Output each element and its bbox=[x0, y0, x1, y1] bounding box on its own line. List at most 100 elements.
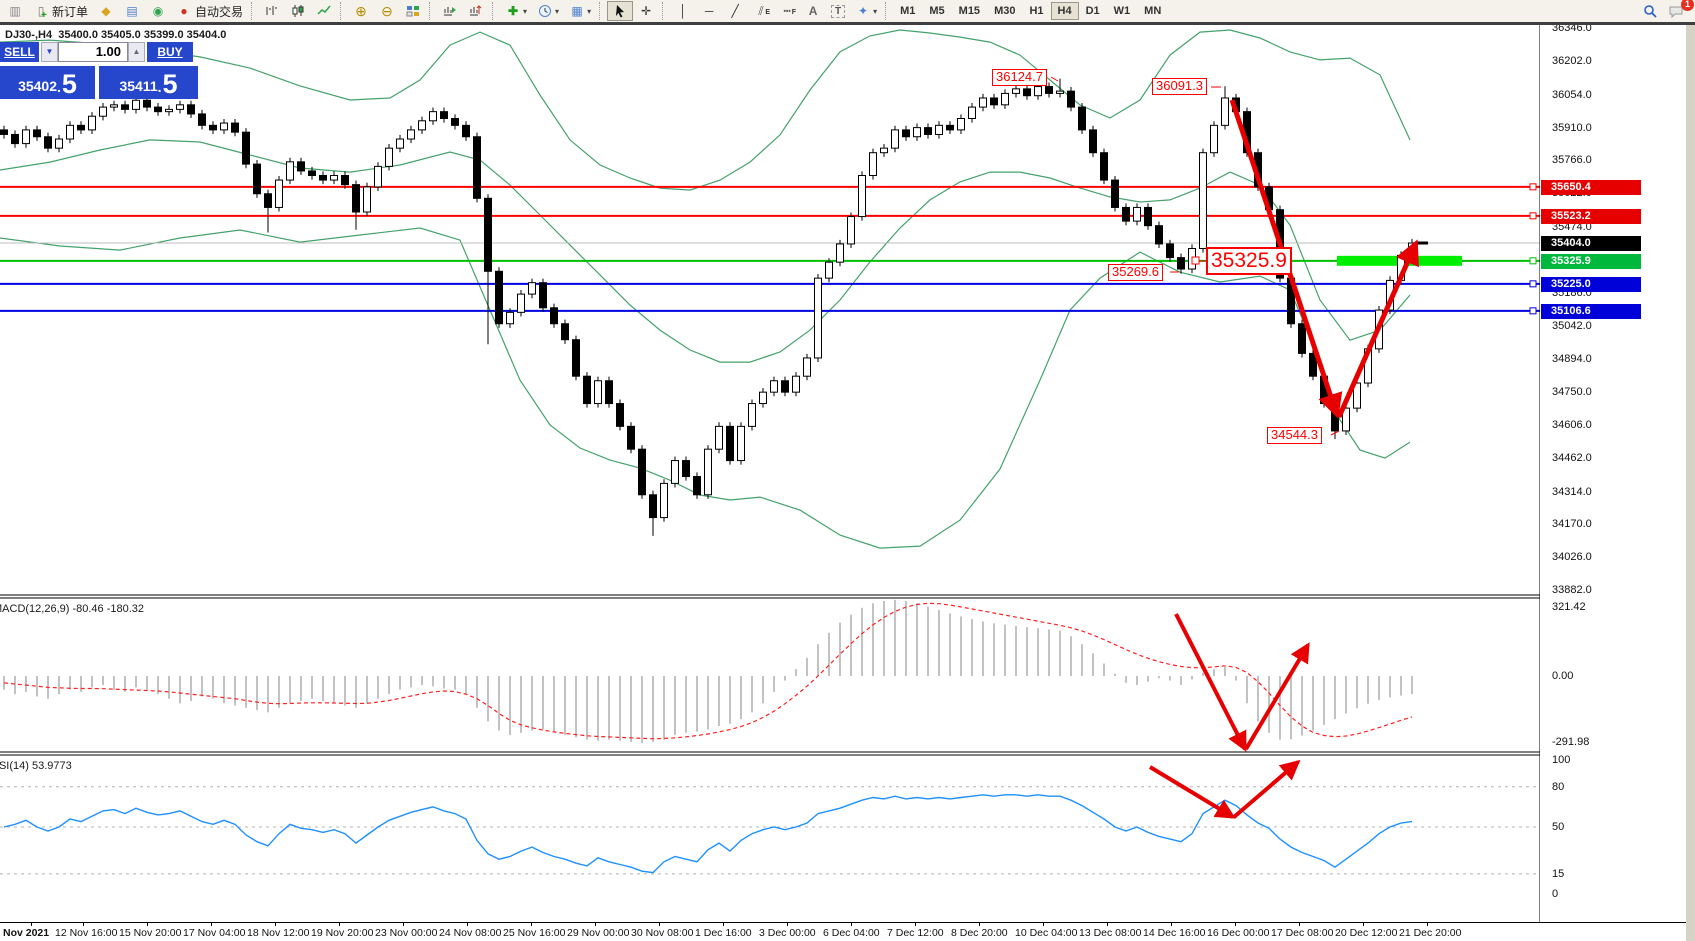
bull-candle[interactable] bbox=[671, 460, 679, 484]
bear-candle[interactable] bbox=[319, 175, 327, 181]
bear-candle[interactable] bbox=[352, 184, 360, 213]
bull-candle[interactable] bbox=[836, 243, 844, 263]
bear-candle[interactable] bbox=[902, 129, 910, 138]
bear-candle[interactable] bbox=[1045, 86, 1053, 94]
sell-price-display[interactable]: 35402. 5 bbox=[0, 66, 95, 99]
trend-arrow[interactable] bbox=[1232, 759, 1301, 819]
bear-candle[interactable] bbox=[308, 170, 316, 177]
chart-area[interactable]: DJ30-,H4 35400.0 35405.0 35399.0 35404.0… bbox=[0, 22, 1695, 941]
bear-candle[interactable] bbox=[11, 133, 19, 145]
bear-candle[interactable] bbox=[198, 113, 206, 126]
bull-candle[interactable] bbox=[88, 115, 96, 131]
periods-button[interactable]: ▾ bbox=[532, 1, 564, 21]
bear-candle[interactable] bbox=[1023, 88, 1031, 97]
bull-candle[interactable] bbox=[979, 97, 987, 108]
bear-candle[interactable] bbox=[440, 111, 448, 120]
bull-candle[interactable] bbox=[748, 403, 756, 427]
price-annotation-34544.3[interactable]: 34544.3 bbox=[1267, 427, 1322, 444]
fibonacci-button[interactable]: ┅ F bbox=[774, 1, 800, 21]
bear-candle[interactable] bbox=[121, 104, 129, 110]
bull-candle[interactable] bbox=[22, 129, 30, 145]
auto-trading-button[interactable]: ● 自动交易 bbox=[171, 1, 248, 21]
bear-candle[interactable] bbox=[462, 124, 470, 138]
bear-candle[interactable] bbox=[924, 127, 932, 135]
channel-button[interactable]: ⫽ E bbox=[748, 1, 774, 21]
trend-arrow[interactable] bbox=[1336, 239, 1419, 419]
bull-candle[interactable] bbox=[165, 108, 173, 113]
new-order-button[interactable]: ▯ + 新订单 bbox=[28, 1, 93, 21]
bull-candle[interactable] bbox=[1210, 124, 1218, 154]
bull-candle[interactable] bbox=[913, 127, 921, 138]
timeframe-button-M15[interactable]: M15 bbox=[958, 5, 981, 17]
bull-candle[interactable] bbox=[770, 380, 778, 393]
timeframe-button-W1[interactable]: W1 bbox=[1113, 5, 1131, 17]
cursor-button[interactable] bbox=[607, 1, 634, 21]
bull-candle[interactable] bbox=[759, 391, 767, 405]
bull-candle[interactable] bbox=[858, 175, 866, 218]
bear-candle[interactable] bbox=[473, 136, 481, 199]
price-annotation-36091.3[interactable]: 36091.3 bbox=[1152, 78, 1207, 95]
notifications-button[interactable]: 1 bbox=[1663, 0, 1694, 21]
bull-candle[interactable] bbox=[517, 293, 525, 313]
volume-input[interactable]: 1.00 bbox=[58, 42, 128, 62]
bull-candle[interactable] bbox=[968, 106, 976, 120]
bear-candle[interactable] bbox=[451, 118, 459, 126]
bear-candle[interactable] bbox=[1166, 243, 1174, 259]
timeframe-button-MN[interactable]: MN bbox=[1144, 5, 1162, 17]
price-chart-canvas[interactable] bbox=[0, 25, 1695, 922]
trend-arrow[interactable] bbox=[1174, 613, 1247, 752]
bear-candle[interactable] bbox=[638, 448, 646, 496]
chart-shift-button[interactable] bbox=[463, 1, 489, 21]
bull-candle[interactable] bbox=[407, 129, 415, 140]
bull-candle[interactable] bbox=[715, 425, 723, 450]
bull-candle[interactable] bbox=[286, 161, 294, 181]
bull-candle[interactable] bbox=[814, 277, 822, 359]
gold-button[interactable]: ◆ bbox=[93, 1, 119, 21]
bear-candle[interactable] bbox=[231, 122, 239, 133]
trendline-button[interactable]: ╱ bbox=[722, 1, 748, 21]
timeframe-button-H1[interactable]: H1 bbox=[1029, 5, 1044, 17]
bull-candle[interactable] bbox=[737, 425, 745, 462]
signals-button[interactable]: ◉ bbox=[145, 1, 171, 21]
search-button[interactable] bbox=[1637, 1, 1663, 21]
bear-candle[interactable] bbox=[572, 339, 580, 377]
bull-candle[interactable] bbox=[528, 282, 536, 295]
shapes-button[interactable]: ✦ ▾ bbox=[850, 1, 882, 21]
bull-candle[interactable] bbox=[825, 261, 833, 279]
bear-candle[interactable] bbox=[297, 161, 305, 172]
templates-button[interactable]: ▦ ▾ bbox=[564, 1, 596, 21]
clipped-window-button[interactable]: ▥ bbox=[2, 1, 28, 21]
trend-arrow[interactable] bbox=[1148, 765, 1236, 819]
timeframe-button-M30[interactable]: M30 bbox=[994, 5, 1016, 17]
bear-candle[interactable] bbox=[341, 175, 349, 186]
bear-candle[interactable] bbox=[242, 131, 250, 165]
volume-decrease-stepper[interactable]: ▼ bbox=[41, 42, 58, 62]
bear-candle[interactable] bbox=[627, 425, 635, 450]
bear-candle[interactable] bbox=[253, 163, 261, 195]
candlestick-button[interactable] bbox=[285, 1, 311, 21]
bull-candle[interactable] bbox=[1353, 382, 1361, 409]
bull-candle[interactable] bbox=[1012, 88, 1020, 94]
trend-arrow[interactable] bbox=[1244, 642, 1310, 751]
bear-candle[interactable] bbox=[264, 193, 272, 208]
price-annotation-35269.6[interactable]: 35269.6 bbox=[1108, 264, 1163, 281]
bear-candle[interactable] bbox=[143, 99, 151, 108]
bear-candle[interactable] bbox=[605, 380, 613, 405]
bull-candle[interactable] bbox=[55, 138, 63, 149]
bear-candle[interactable] bbox=[1144, 206, 1152, 227]
line-chart-button[interactable] bbox=[311, 1, 337, 21]
zoom-out-button[interactable]: ⊖ bbox=[374, 1, 400, 21]
bear-candle[interactable] bbox=[1177, 257, 1185, 270]
bull-candle[interactable] bbox=[132, 99, 140, 110]
bull-candle[interactable] bbox=[803, 357, 811, 377]
bull-candle[interactable] bbox=[429, 111, 437, 122]
bear-candle[interactable] bbox=[539, 282, 547, 309]
bear-candle[interactable] bbox=[781, 380, 789, 393]
bull-candle[interactable] bbox=[847, 216, 855, 245]
bear-candle[interactable] bbox=[44, 136, 52, 149]
bear-candle[interactable] bbox=[154, 106, 162, 113]
bear-candle[interactable] bbox=[693, 476, 701, 496]
bull-candle[interactable] bbox=[374, 165, 382, 188]
bull-candle[interactable] bbox=[363, 186, 371, 213]
market-watch-button[interactable]: ▤ bbox=[119, 1, 145, 21]
